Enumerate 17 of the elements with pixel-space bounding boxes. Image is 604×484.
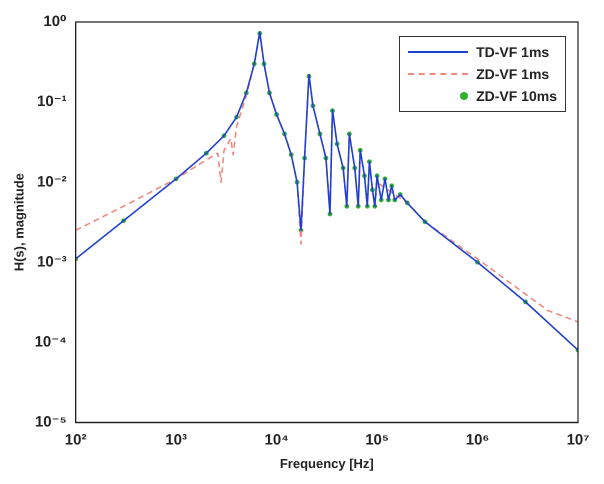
y-tick-label: 10⁻⁴ (34, 333, 67, 350)
y-axis-title: H(s), magnitude (11, 173, 26, 272)
x-tick-label: 10⁵ (365, 432, 389, 449)
y-tick-label: 10⁻¹ (37, 93, 67, 110)
legend-label: ZD-VF 1ms (476, 66, 550, 82)
legend-label: ZD-VF 10ms (476, 88, 557, 104)
x-tick-label: 10⁴ (264, 432, 289, 449)
x-tick-label: 10³ (165, 432, 187, 449)
x-tick-label: 10⁶ (466, 432, 490, 449)
y-tick-label: 10⁻² (37, 173, 67, 190)
x-axis-title: Frequency [Hz] (280, 456, 374, 471)
x-tick-label: 10² (64, 432, 86, 449)
y-tick-label: 10⁻³ (37, 253, 67, 270)
y-tick-label: 10⁰ (43, 13, 67, 30)
x-tick-label: 10⁷ (566, 432, 590, 449)
legend-label: TD-VF 1ms (476, 44, 550, 60)
y-tick-label: 10⁻⁵ (34, 414, 67, 431)
